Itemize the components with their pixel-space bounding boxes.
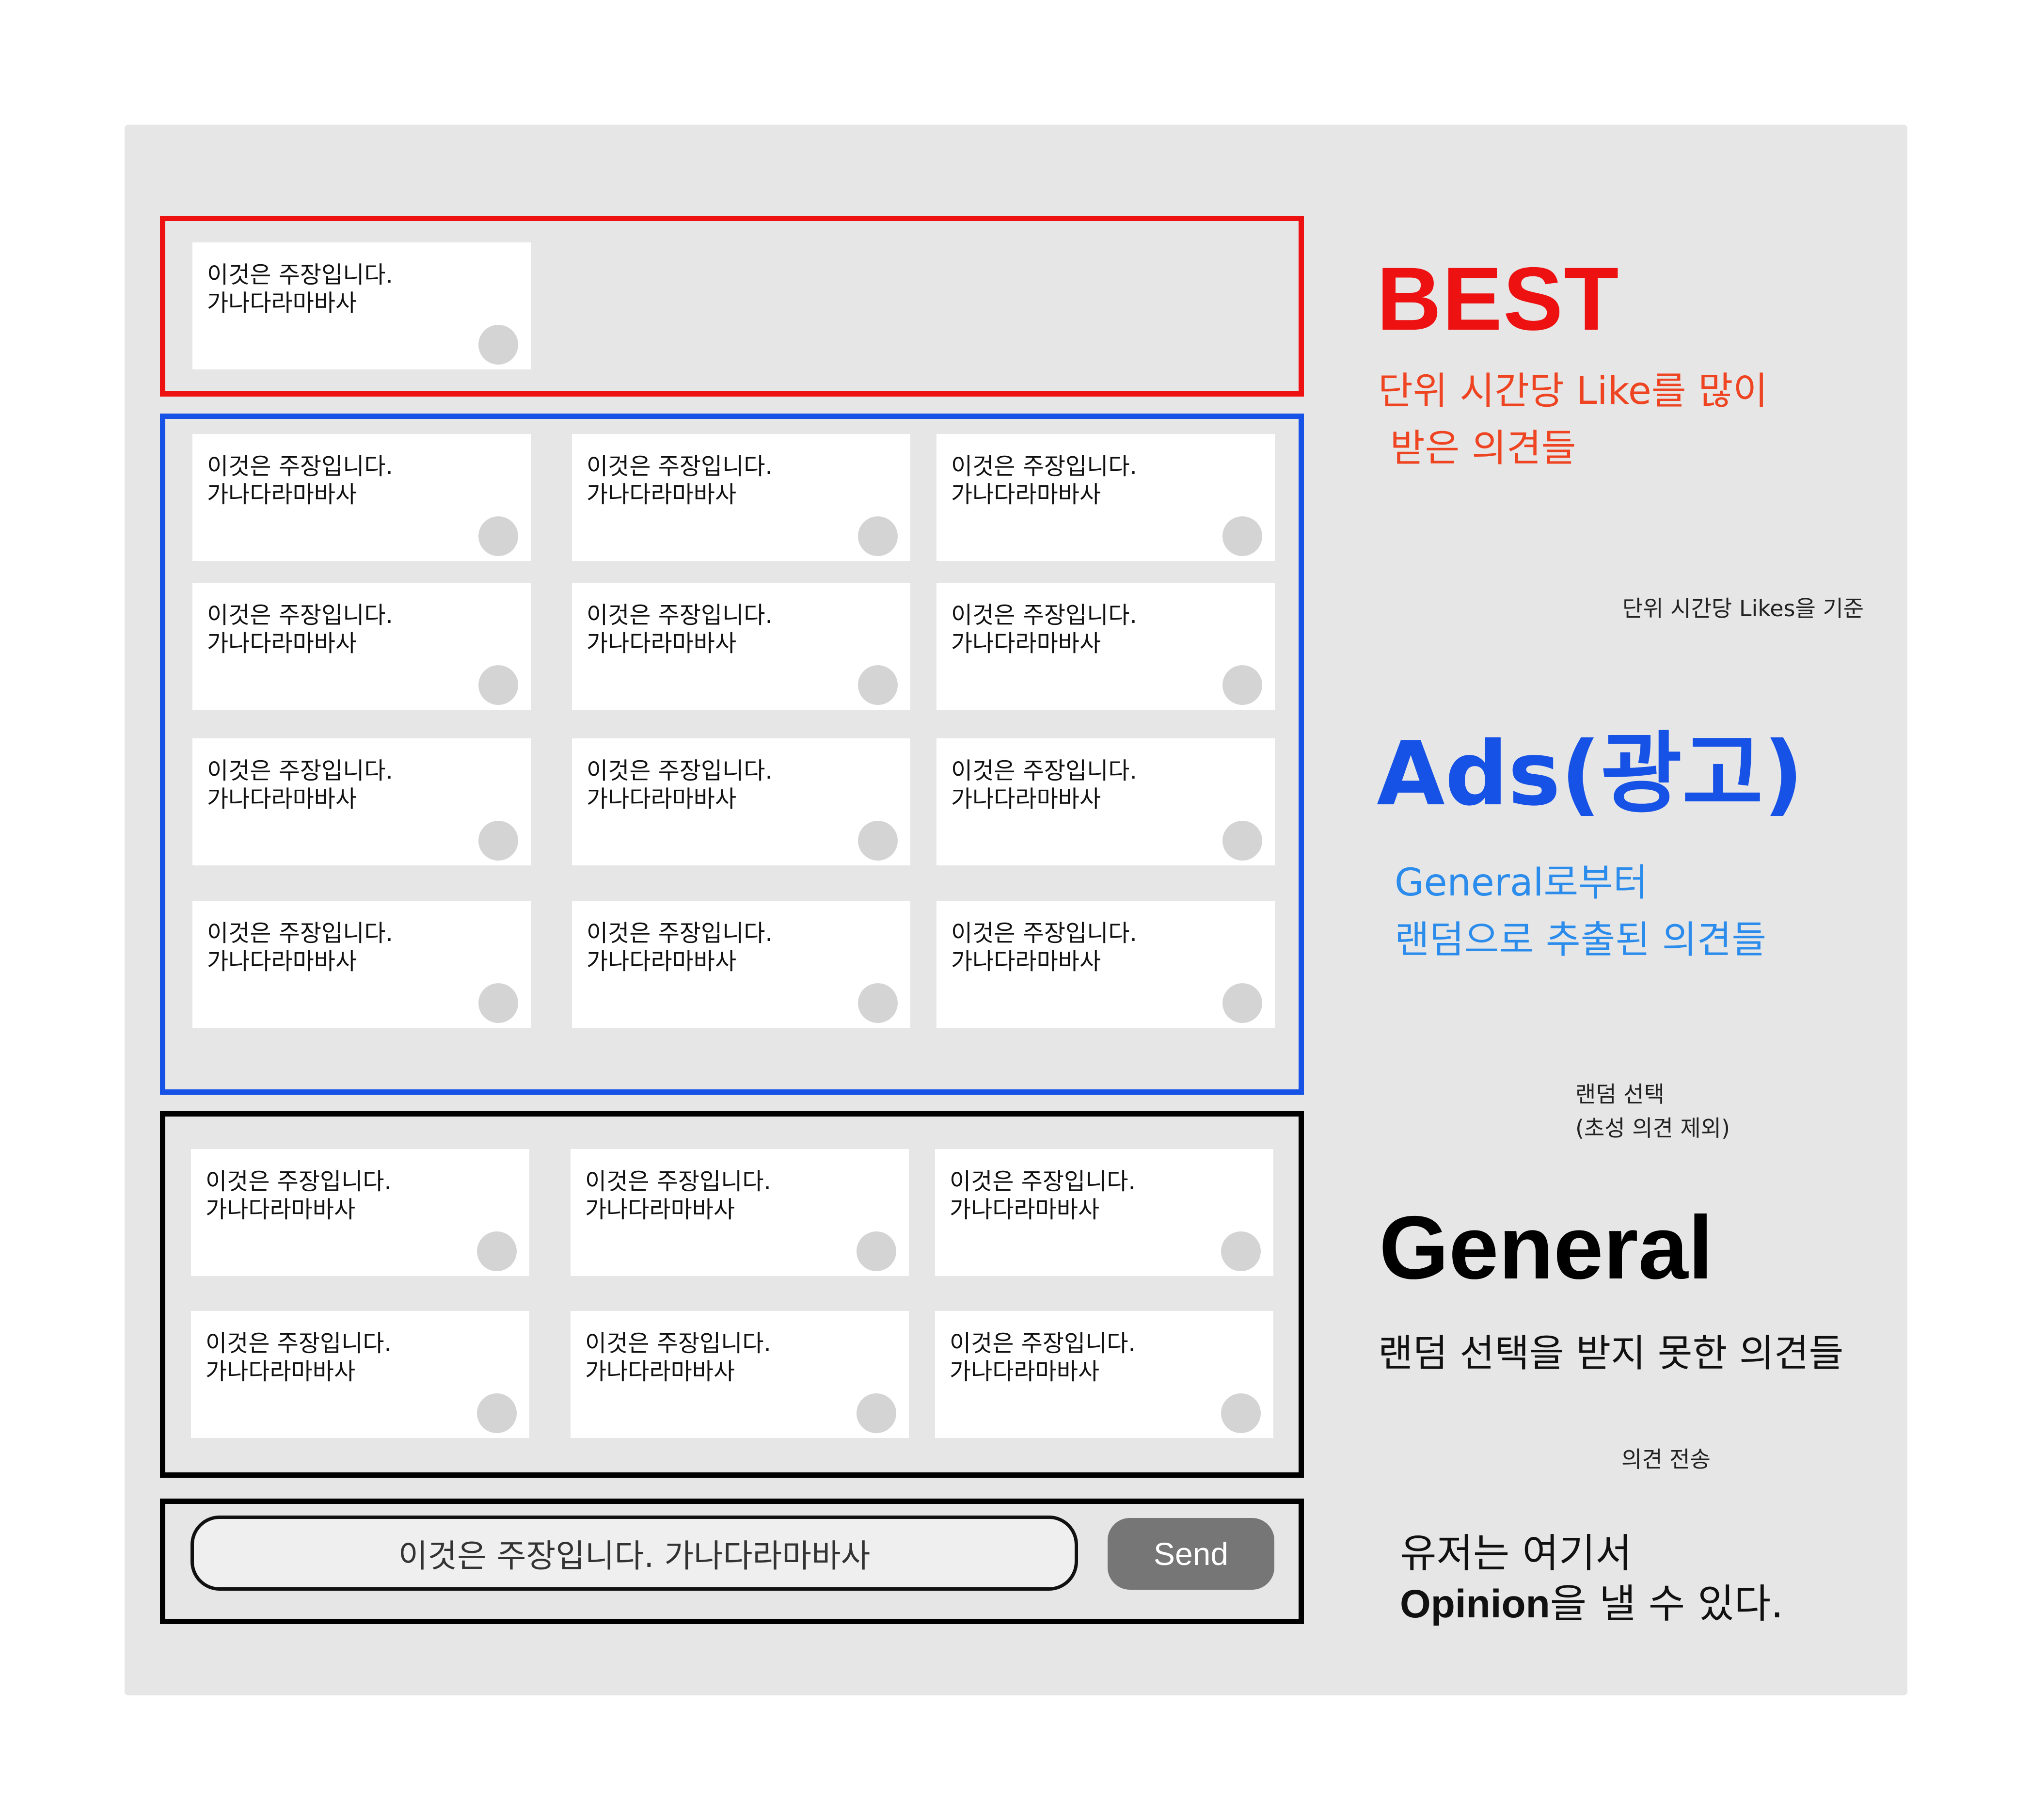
like-button[interactable]	[477, 1231, 517, 1271]
opinion-card[interactable]: 이것은 주장입니다. 가나다라마바사	[936, 434, 1275, 561]
like-button[interactable]	[858, 821, 898, 861]
best-description-line2: 받은 의견들	[1378, 427, 1576, 470]
like-button[interactable]	[1221, 1231, 1261, 1271]
like-button[interactable]	[858, 983, 898, 1023]
ads-description-line2: 랜덤으로 추출된 의견들	[1395, 918, 1767, 962]
user-description: 유저는 여기서 Opinion을 낼 수 있다.	[1400, 1529, 1783, 1629]
opinion-word: Opinion	[1400, 1582, 1550, 1626]
random-select-note: 랜덤 선택 (초성 의견 제외)	[1575, 1077, 1730, 1145]
like-button[interactable]	[1221, 1393, 1261, 1433]
like-button[interactable]	[478, 983, 518, 1023]
card-text: 이것은 주장입니다. 가나다라마바사	[587, 757, 773, 813]
opinion-input-section	[160, 1499, 1304, 1624]
general-section	[160, 1111, 1304, 1478]
opinion-card[interactable]: 이것은 주장입니다. 가나다라마바사	[192, 738, 531, 865]
like-button[interactable]	[858, 516, 898, 556]
card-text: 이것은 주장입니다. 가나다라마바사	[207, 602, 393, 657]
opinion-card[interactable]: 이것은 주장입니다. 가나다라마바사	[572, 583, 910, 710]
opinion-card[interactable]: 이것은 주장입니다. 가나다라마바사	[936, 901, 1275, 1028]
card-text: 이것은 주장입니다. 가나다라마바사	[950, 1330, 1136, 1385]
card-text: 이것은 주장입니다. 가나다라마바사	[951, 453, 1137, 508]
opinion-card[interactable]: 이것은 주장입니다. 가나다라마바사	[192, 583, 531, 710]
like-button[interactable]	[477, 1393, 517, 1433]
best-description: 단위 시간당 Like를 많이 받은 의견들	[1378, 363, 1768, 477]
ads-description-line1: General로부터	[1395, 861, 1648, 905]
opinion-card[interactable]: 이것은 주장입니다. 가나다라마바사	[572, 901, 910, 1028]
like-button[interactable]	[1222, 983, 1262, 1023]
opinion-card[interactable]: 이것은 주장입니다. 가나다라마바사	[936, 583, 1275, 710]
card-text: 이것은 주장입니다. 가나다라마바사	[207, 920, 393, 975]
opinion-card[interactable]: 이것은 주장입니다. 가나다라마바사	[192, 434, 531, 561]
ads-title: Ads(광고)	[1377, 722, 1804, 825]
card-text: 이것은 주장입니다. 가나다라마바사	[585, 1330, 771, 1385]
like-button[interactable]	[858, 665, 898, 705]
like-button[interactable]	[857, 1393, 896, 1433]
user-description-rest: 을 낼 수 있다.	[1550, 1581, 1784, 1627]
card-text: 이것은 주장입니다. 가나다라마바사	[951, 757, 1137, 813]
user-description-line2: Opinion을 낼 수 있다.	[1400, 1579, 1783, 1629]
opinion-input[interactable]: 이것은 주장입니다. 가나다라마바사	[190, 1516, 1078, 1591]
send-opinion-note: 의견 전송	[1621, 1446, 1711, 1472]
like-button[interactable]	[1222, 821, 1262, 861]
opinion-card[interactable]: 이것은 주장입니다. 가나다라마바사	[191, 1311, 529, 1438]
like-button[interactable]	[478, 665, 518, 705]
best-section	[160, 216, 1304, 397]
user-description-line1: 유저는 여기서	[1400, 1531, 1632, 1577]
card-text: 이것은 주장입니다. 가나다라마바사	[587, 453, 773, 508]
card-text: 이것은 주장입니다. 가나다라마바사	[207, 261, 393, 317]
card-text: 이것은 주장입니다. 가나다라마바사	[951, 920, 1137, 975]
card-text: 이것은 주장입니다. 가나다라마바사	[950, 1168, 1136, 1223]
best-title: BEST	[1377, 249, 1620, 349]
card-text: 이것은 주장입니다. 가나다라마바사	[951, 602, 1137, 657]
like-button[interactable]	[1222, 665, 1262, 705]
opinion-card[interactable]: 이것은 주장입니다. 가나다라마바사	[936, 738, 1275, 865]
best-description-line1: 단위 시간당 Like를 많이	[1378, 369, 1768, 413]
card-text: 이것은 주장입니다. 가나다라마바사	[206, 1330, 392, 1385]
like-button[interactable]	[1222, 516, 1262, 556]
send-button[interactable]: Send	[1108, 1518, 1274, 1590]
opinion-card[interactable]: 이것은 주장입니다. 가나다라마바사	[935, 1311, 1273, 1438]
best-criteria-note: 단위 시간당 Likes을 기준	[1622, 595, 1864, 622]
card-text: 이것은 주장입니다. 가나다라마바사	[207, 757, 393, 813]
like-button[interactable]	[478, 821, 518, 861]
opinion-card[interactable]: 이것은 주장입니다. 가나다라마바사	[572, 434, 910, 561]
card-text: 이것은 주장입니다. 가나다라마바사	[206, 1168, 392, 1223]
ads-description: General로부터 랜덤으로 추출된 의견들	[1395, 854, 1766, 969]
card-text: 이것은 주장입니다. 가나다라마바사	[587, 602, 773, 657]
general-title: General	[1379, 1198, 1713, 1298]
general-description: 랜덤 선택을 받지 못한 의견들	[1378, 1332, 1844, 1375]
like-button[interactable]	[857, 1231, 896, 1271]
like-button[interactable]	[478, 325, 518, 365]
opinion-card[interactable]: 이것은 주장입니다. 가나다라마바사	[935, 1149, 1273, 1276]
random-select-note-line2: (초성 의견 제외)	[1575, 1115, 1730, 1141]
opinion-input-value: 이것은 주장입니다. 가나다라마바사	[398, 1537, 871, 1575]
opinion-card[interactable]: 이것은 주장입니다. 가나다라마바사	[191, 1149, 529, 1276]
opinion-card[interactable]: 이것은 주장입니다. 가나다라마바사	[571, 1149, 909, 1276]
card-text: 이것은 주장입니다. 가나다라마바사	[587, 920, 773, 975]
opinion-card[interactable]: 이것은 주장입니다. 가나다라마바사	[572, 738, 910, 865]
opinion-card[interactable]: 이것은 주장입니다. 가나다라마바사	[192, 242, 531, 369]
random-select-note-line1: 랜덤 선택	[1575, 1081, 1665, 1107]
ads-section	[160, 414, 1304, 1095]
opinion-card[interactable]: 이것은 주장입니다. 가나다라마바사	[571, 1311, 909, 1438]
card-text: 이것은 주장입니다. 가나다라마바사	[207, 453, 393, 508]
card-text: 이것은 주장입니다. 가나다라마바사	[585, 1168, 771, 1223]
opinion-card[interactable]: 이것은 주장입니다. 가나다라마바사	[192, 901, 531, 1028]
like-button[interactable]	[478, 516, 518, 556]
